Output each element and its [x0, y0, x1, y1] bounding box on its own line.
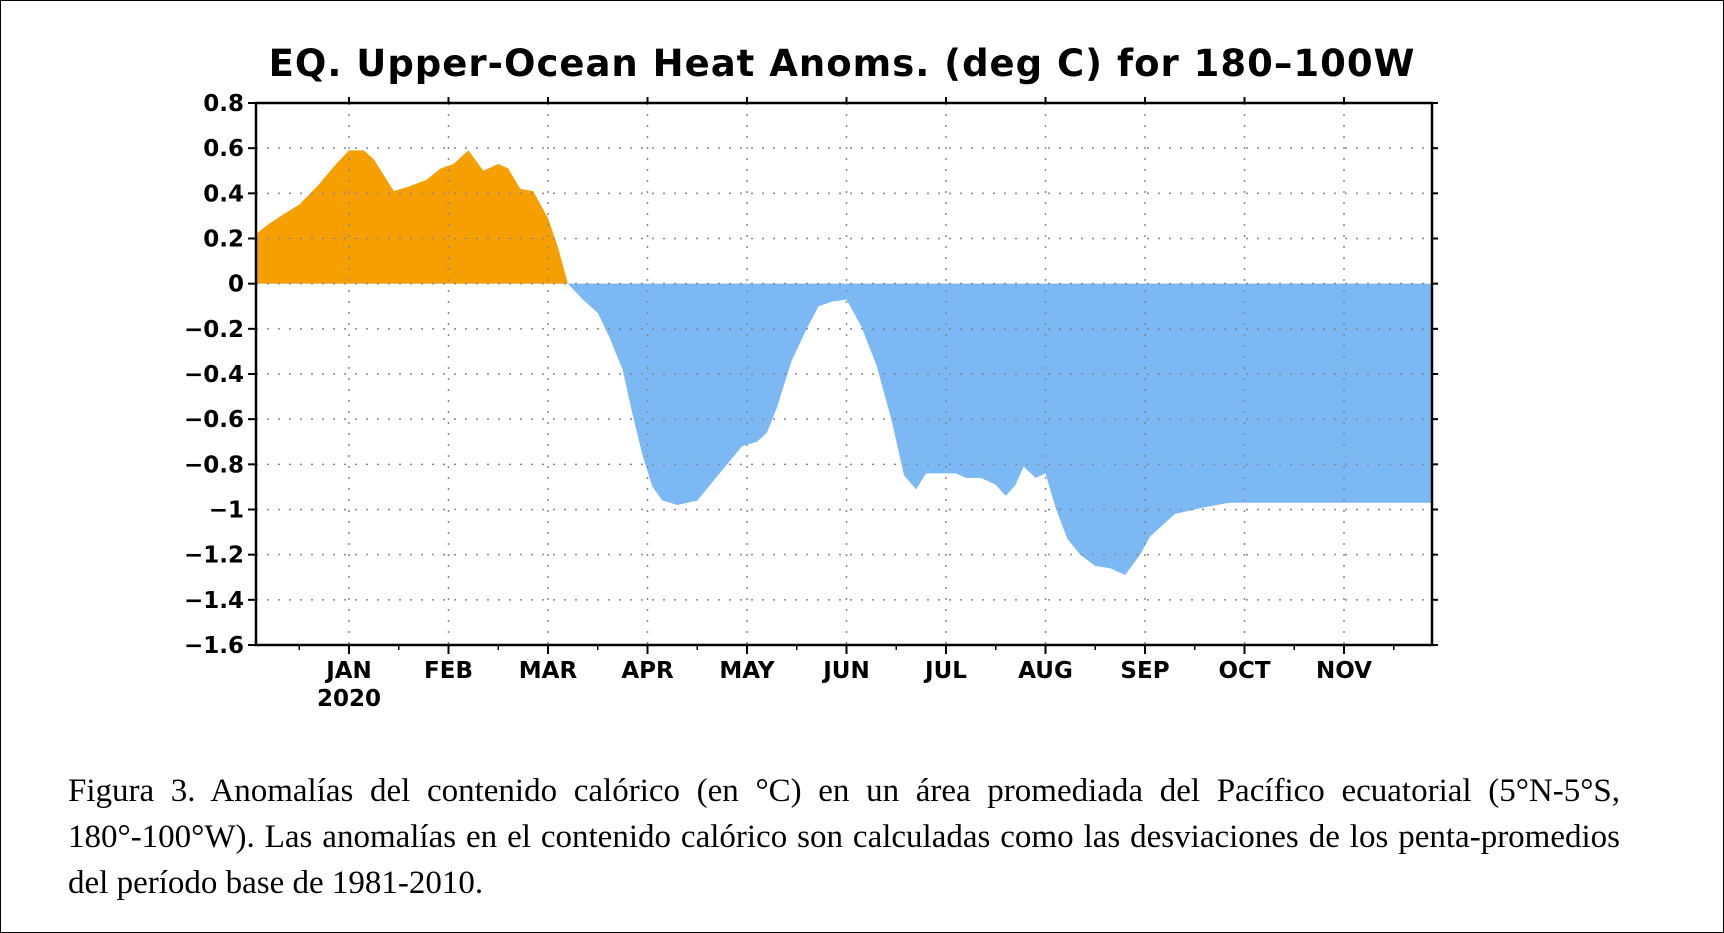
x-tick-label: AUG [1018, 658, 1073, 684]
x-tick-label: MAY [719, 658, 774, 684]
y-tick-label: −0.6 [184, 407, 244, 433]
x-tick-label: NOV [1316, 658, 1372, 684]
negative-anomaly-area [256, 283, 1432, 575]
y-tick-label: 0.8 [203, 91, 244, 117]
x-tick-label: SEP [1120, 658, 1169, 684]
y-tick-label: −1.2 [184, 543, 244, 569]
y-tick-label: 0 [228, 272, 244, 298]
x-tick-label: JUL [923, 658, 967, 684]
figure-caption: Figura 3. Anomalías del contenido calóri… [68, 768, 1620, 906]
x-year-label: 2020 [317, 686, 381, 712]
y-tick-label: −1 [209, 498, 244, 524]
y-tick-label: 0.4 [203, 181, 244, 207]
caption-line-1: Figura 3. Anomalías del contenido calóri… [68, 773, 1325, 809]
y-tick-label: −1.4 [184, 588, 244, 614]
x-tick-label: MAR [519, 658, 578, 684]
heat-anomaly-chart: EQ. Upper-Ocean Heat Anoms. (deg C) for … [184, 42, 1438, 712]
y-tick-label: −0.2 [184, 317, 244, 343]
x-tick-label: APR [621, 658, 674, 684]
y-tick-label: 0.2 [203, 227, 244, 253]
x-tick-label: JAN [324, 658, 372, 684]
y-tick-label: −0.8 [184, 452, 244, 478]
chart-title: EQ. Upper-Ocean Heat Anoms. (deg C) for … [269, 42, 1416, 85]
x-tick-label: OCT [1218, 658, 1270, 684]
y-tick-label: −1.6 [184, 633, 244, 659]
caption-line-2: ecuatorial (5°N-5°S, 180°-100°W). Las an… [68, 773, 1621, 855]
y-tick-label: 0.6 [203, 136, 244, 162]
caption-line-3: las desviaciones de los penta-promedios … [68, 819, 1621, 901]
y-tick-label: −0.4 [184, 362, 244, 388]
x-tick-label: JUN [821, 658, 869, 684]
x-tick-label: FEB [424, 658, 473, 684]
positive-anomaly-area [256, 150, 1432, 284]
plot-area: 0.8 0.6 0.4 0.2 0 −0.2 −0.4 −0.6 −0.8 −1 −1.2 −1.4 −… [184, 91, 1438, 712]
